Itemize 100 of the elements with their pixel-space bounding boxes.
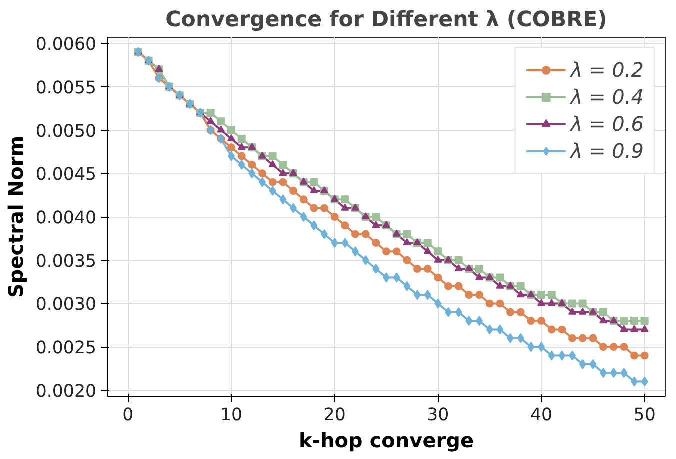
point <box>403 238 412 246</box>
point <box>279 178 288 186</box>
point <box>217 118 226 126</box>
y-tick-label: 0.0045 <box>36 165 97 186</box>
y-tick-label: 0.0055 <box>36 78 97 98</box>
point <box>496 324 504 335</box>
point <box>486 300 494 308</box>
point <box>280 194 287 205</box>
point <box>206 117 215 124</box>
point <box>578 308 587 315</box>
chart-title: Convergence for Different λ (COBRE) <box>166 8 608 32</box>
point <box>372 239 380 248</box>
point <box>496 282 504 289</box>
y-tick-label: 0.0020 <box>36 382 97 402</box>
point <box>279 169 288 176</box>
point <box>538 291 546 300</box>
x-tick-label: 30 <box>427 406 450 426</box>
point <box>466 316 473 326</box>
x-axis-title: k-hop converge <box>298 428 474 452</box>
point <box>248 160 256 169</box>
point <box>528 342 535 352</box>
point <box>610 343 618 352</box>
point <box>342 238 349 248</box>
point <box>341 196 350 204</box>
point <box>268 160 277 168</box>
point <box>424 265 432 274</box>
point <box>640 325 649 332</box>
point <box>424 290 432 300</box>
y-tick-label: 0.0040 <box>36 208 97 228</box>
point <box>393 272 400 283</box>
point <box>568 300 576 308</box>
point <box>268 152 277 160</box>
point <box>258 170 266 178</box>
point <box>620 343 628 352</box>
point <box>578 300 587 308</box>
point <box>269 186 276 196</box>
point <box>341 204 350 211</box>
point <box>403 230 412 238</box>
y-tick-label: 0.0060 <box>36 35 97 56</box>
point <box>238 152 246 160</box>
x-tick-label: 0 <box>122 406 134 426</box>
point <box>279 160 288 169</box>
x-tick-label: 50 <box>634 406 656 426</box>
point <box>310 186 318 194</box>
x-tick-label: 40 <box>530 406 553 426</box>
point <box>362 255 370 266</box>
point <box>558 350 566 361</box>
point <box>630 325 638 332</box>
point <box>228 126 236 134</box>
point <box>444 282 452 290</box>
point <box>600 308 608 316</box>
point <box>465 291 474 300</box>
legend-label: λ = 0.2 <box>570 58 644 82</box>
point <box>424 239 432 248</box>
y-tick-label: 0.0035 <box>36 252 97 272</box>
point <box>434 256 442 263</box>
legend-label: λ = 0.9 <box>570 139 644 163</box>
point <box>640 352 649 360</box>
point <box>414 265 422 274</box>
y-tick-label: 0.0025 <box>36 338 97 359</box>
point <box>300 212 308 222</box>
point <box>476 265 484 274</box>
y-axis-title: Spectral Norm <box>4 136 28 298</box>
point <box>517 333 524 344</box>
point <box>640 317 649 326</box>
point <box>516 282 525 290</box>
point <box>578 334 587 342</box>
point <box>476 273 484 280</box>
point <box>238 143 246 150</box>
point <box>300 196 308 204</box>
point <box>372 264 380 274</box>
point <box>434 248 442 256</box>
point <box>454 264 463 272</box>
point <box>568 308 576 315</box>
point <box>352 230 360 238</box>
point <box>641 376 648 387</box>
point <box>310 220 318 231</box>
point <box>330 213 339 221</box>
point <box>341 222 350 230</box>
point <box>238 160 246 170</box>
point <box>486 324 494 335</box>
point <box>496 274 504 282</box>
point <box>290 186 298 195</box>
point <box>455 307 462 318</box>
point <box>620 368 628 378</box>
point <box>610 368 618 378</box>
point <box>454 282 463 290</box>
legend-label: λ = 0.4 <box>570 85 644 109</box>
point <box>548 291 556 300</box>
point <box>589 334 598 342</box>
point <box>476 291 484 300</box>
point <box>590 359 597 370</box>
point <box>516 308 525 316</box>
point <box>434 274 442 282</box>
point <box>548 350 556 361</box>
point <box>310 204 318 212</box>
x-tick-label: 20 <box>324 406 346 426</box>
point <box>454 256 463 264</box>
point <box>558 326 566 334</box>
point <box>228 134 236 142</box>
